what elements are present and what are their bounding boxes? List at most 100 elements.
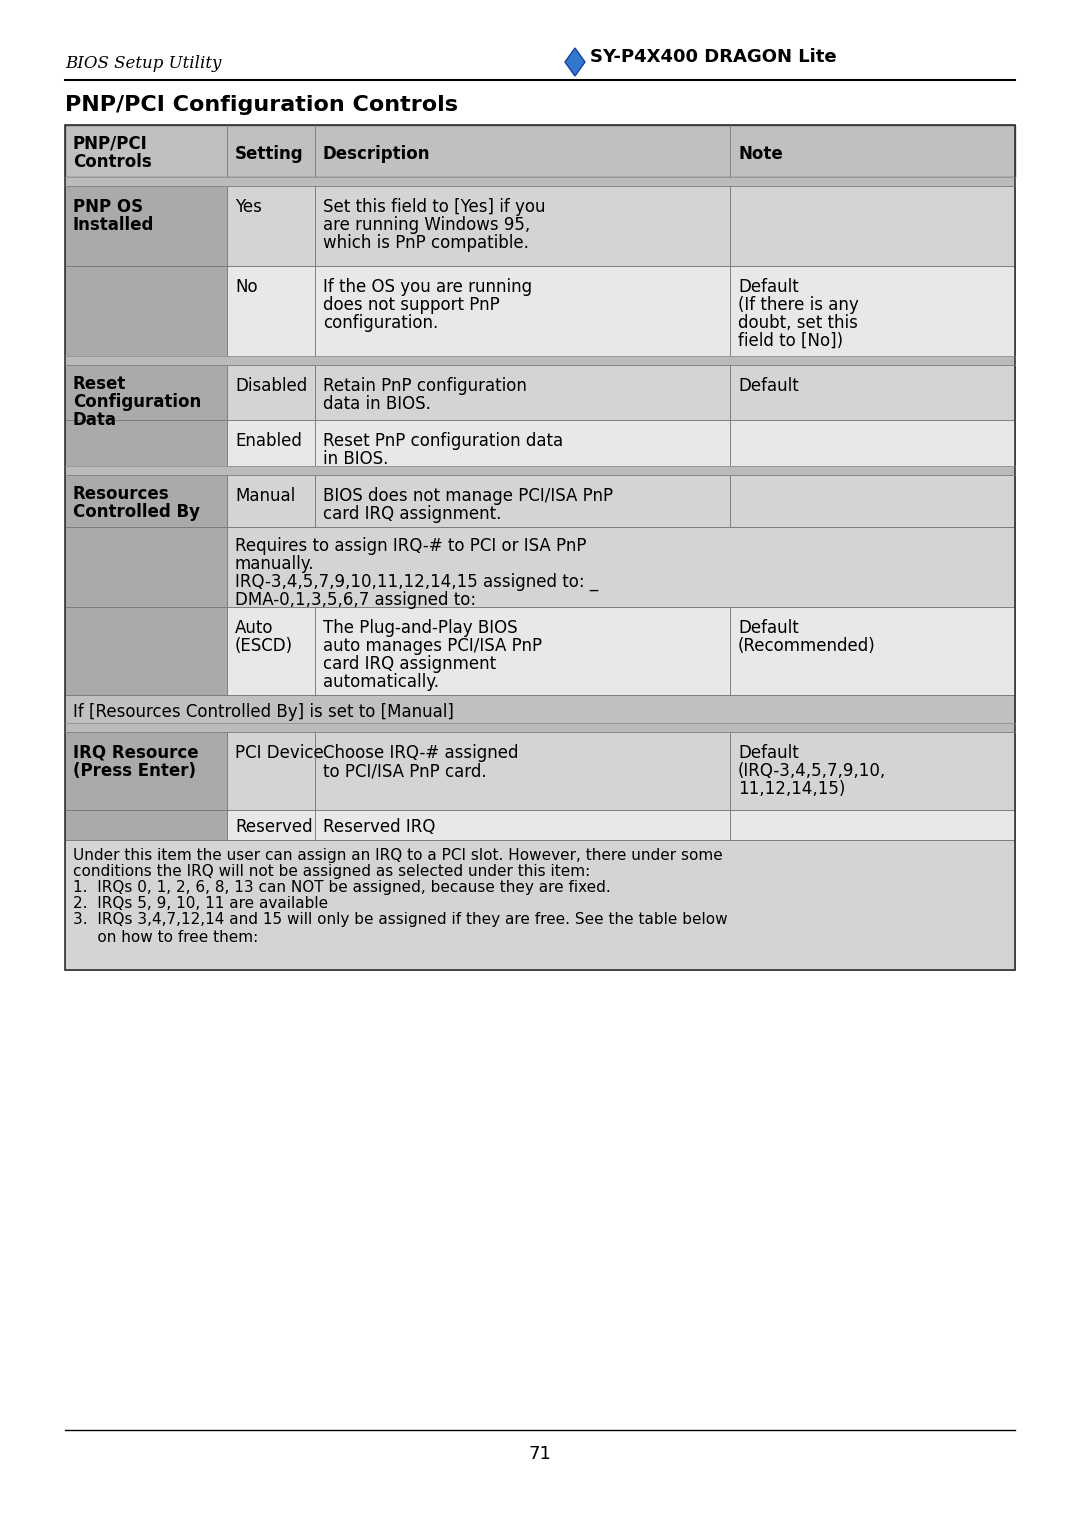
Text: Retain PnP configuration: Retain PnP configuration — [323, 377, 527, 396]
Text: 3.  IRQs 3,4,7,12,14 and 15 will only be assigned if they are free. See the tabl: 3. IRQs 3,4,7,12,14 and 15 will only be … — [73, 912, 728, 927]
Text: IRQ-3,4,5,7,9,10,11,12,14,15 assigned to: _: IRQ-3,4,5,7,9,10,11,12,14,15 assigned to… — [235, 573, 598, 591]
Bar — [730, 475, 1015, 527]
Text: (Press Enter): (Press Enter) — [73, 762, 195, 779]
Text: Enabled: Enabled — [235, 432, 302, 451]
Bar — [65, 186, 227, 266]
Bar — [65, 466, 1015, 475]
Text: Choose IRQ-# assigned: Choose IRQ-# assigned — [323, 744, 518, 762]
Text: Reset: Reset — [73, 374, 126, 393]
Text: Reserved IRQ: Reserved IRQ — [323, 817, 435, 836]
Text: manually.: manually. — [235, 555, 314, 573]
Text: Yes: Yes — [235, 199, 261, 215]
Text: configuration.: configuration. — [323, 313, 438, 332]
Polygon shape — [565, 47, 585, 76]
Text: If the OS you are running: If the OS you are running — [323, 278, 532, 296]
Text: DMA-0,1,3,5,6,7 assigned to:: DMA-0,1,3,5,6,7 assigned to: — [235, 591, 476, 610]
Bar — [730, 186, 1015, 266]
Bar — [65, 125, 1015, 970]
Bar — [65, 723, 1015, 732]
Bar — [65, 732, 227, 810]
Text: IRQ Resource: IRQ Resource — [73, 744, 199, 762]
Text: data in BIOS.: data in BIOS. — [323, 396, 431, 413]
Bar — [227, 266, 315, 356]
Text: automatically.: automatically. — [323, 672, 438, 691]
Text: Default: Default — [738, 619, 799, 637]
Text: are running Windows 95,: are running Windows 95, — [323, 215, 530, 234]
Bar — [730, 365, 1015, 420]
Bar — [65, 527, 227, 607]
Text: Description: Description — [323, 145, 431, 163]
Bar — [227, 607, 315, 695]
Bar — [65, 125, 1015, 177]
Text: PCI Device: PCI Device — [235, 744, 324, 762]
Text: field to [No]): field to [No]) — [738, 332, 843, 350]
Bar — [315, 475, 730, 527]
Text: No: No — [235, 278, 258, 296]
Text: BIOS Setup Utility: BIOS Setup Utility — [65, 55, 221, 72]
Text: card IRQ assignment: card IRQ assignment — [323, 656, 496, 672]
Text: Configuration: Configuration — [73, 393, 201, 411]
Text: (If there is any: (If there is any — [738, 296, 859, 313]
Bar — [315, 732, 730, 810]
Bar — [65, 607, 227, 695]
Bar — [315, 810, 730, 840]
Bar — [227, 732, 315, 810]
Text: (ESCD): (ESCD) — [235, 637, 293, 656]
Bar — [730, 810, 1015, 840]
Text: to PCI/ISA PnP card.: to PCI/ISA PnP card. — [323, 762, 487, 779]
Text: which is PnP compatible.: which is PnP compatible. — [323, 234, 529, 252]
Text: Installed: Installed — [73, 215, 154, 234]
Text: Note: Note — [738, 145, 783, 163]
Bar — [65, 840, 1015, 970]
Bar — [65, 810, 227, 840]
Text: doubt, set this: doubt, set this — [738, 313, 858, 332]
Bar — [65, 475, 227, 527]
Text: Controlled By: Controlled By — [73, 503, 200, 521]
Text: Default: Default — [738, 744, 799, 762]
Text: Data: Data — [73, 411, 117, 429]
Text: card IRQ assignment.: card IRQ assignment. — [323, 504, 501, 523]
Text: does not support PnP: does not support PnP — [323, 296, 500, 313]
Text: Resources: Resources — [73, 484, 170, 503]
Text: SY-P4X400 DRAGON Lite: SY-P4X400 DRAGON Lite — [590, 47, 837, 66]
Text: (IRQ-3,4,5,7,9,10,: (IRQ-3,4,5,7,9,10, — [738, 762, 887, 779]
Bar — [65, 356, 1015, 365]
Bar — [227, 475, 315, 527]
Text: auto manages PCI/ISA PnP: auto manages PCI/ISA PnP — [323, 637, 542, 656]
Bar — [65, 420, 227, 466]
Bar — [730, 266, 1015, 356]
Text: 2.  IRQs 5, 9, 10, 11 are available: 2. IRQs 5, 9, 10, 11 are available — [73, 895, 328, 911]
Text: Requires to assign IRQ-# to PCI or ISA PnP: Requires to assign IRQ-# to PCI or ISA P… — [235, 536, 586, 555]
Text: Reserved: Reserved — [235, 817, 312, 836]
Text: Disabled: Disabled — [235, 377, 307, 396]
Bar — [65, 266, 227, 356]
Bar — [65, 365, 227, 420]
Bar — [315, 420, 730, 466]
Bar — [227, 810, 315, 840]
Bar — [65, 695, 1015, 723]
Text: Manual: Manual — [235, 487, 295, 504]
Bar — [227, 527, 1015, 607]
Text: conditions the IRQ will not be assigned as selected under this item:: conditions the IRQ will not be assigned … — [73, 863, 591, 879]
Text: in BIOS.: in BIOS. — [323, 451, 389, 468]
Bar — [730, 420, 1015, 466]
Text: Controls: Controls — [73, 153, 152, 171]
Bar — [227, 420, 315, 466]
Text: PNP OS: PNP OS — [73, 199, 144, 215]
Text: Under this item the user can assign an IRQ to a PCI slot. However, there under s: Under this item the user can assign an I… — [73, 848, 723, 863]
Bar — [315, 365, 730, 420]
Bar — [227, 186, 315, 266]
Text: Default: Default — [738, 377, 799, 396]
Text: Auto: Auto — [235, 619, 273, 637]
Text: If [Resources Controlled By] is set to [Manual]: If [Resources Controlled By] is set to [… — [73, 703, 454, 721]
Bar — [315, 186, 730, 266]
Text: (Recommended): (Recommended) — [738, 637, 876, 656]
Bar — [315, 607, 730, 695]
Text: Setting: Setting — [235, 145, 303, 163]
Text: Set this field to [Yes] if you: Set this field to [Yes] if you — [323, 199, 545, 215]
Text: 11,12,14,15): 11,12,14,15) — [738, 779, 846, 798]
Text: The Plug-and-Play BIOS: The Plug-and-Play BIOS — [323, 619, 517, 637]
Bar — [65, 177, 1015, 186]
Text: BIOS does not manage PCI/ISA PnP: BIOS does not manage PCI/ISA PnP — [323, 487, 613, 504]
Text: 71: 71 — [528, 1445, 552, 1462]
